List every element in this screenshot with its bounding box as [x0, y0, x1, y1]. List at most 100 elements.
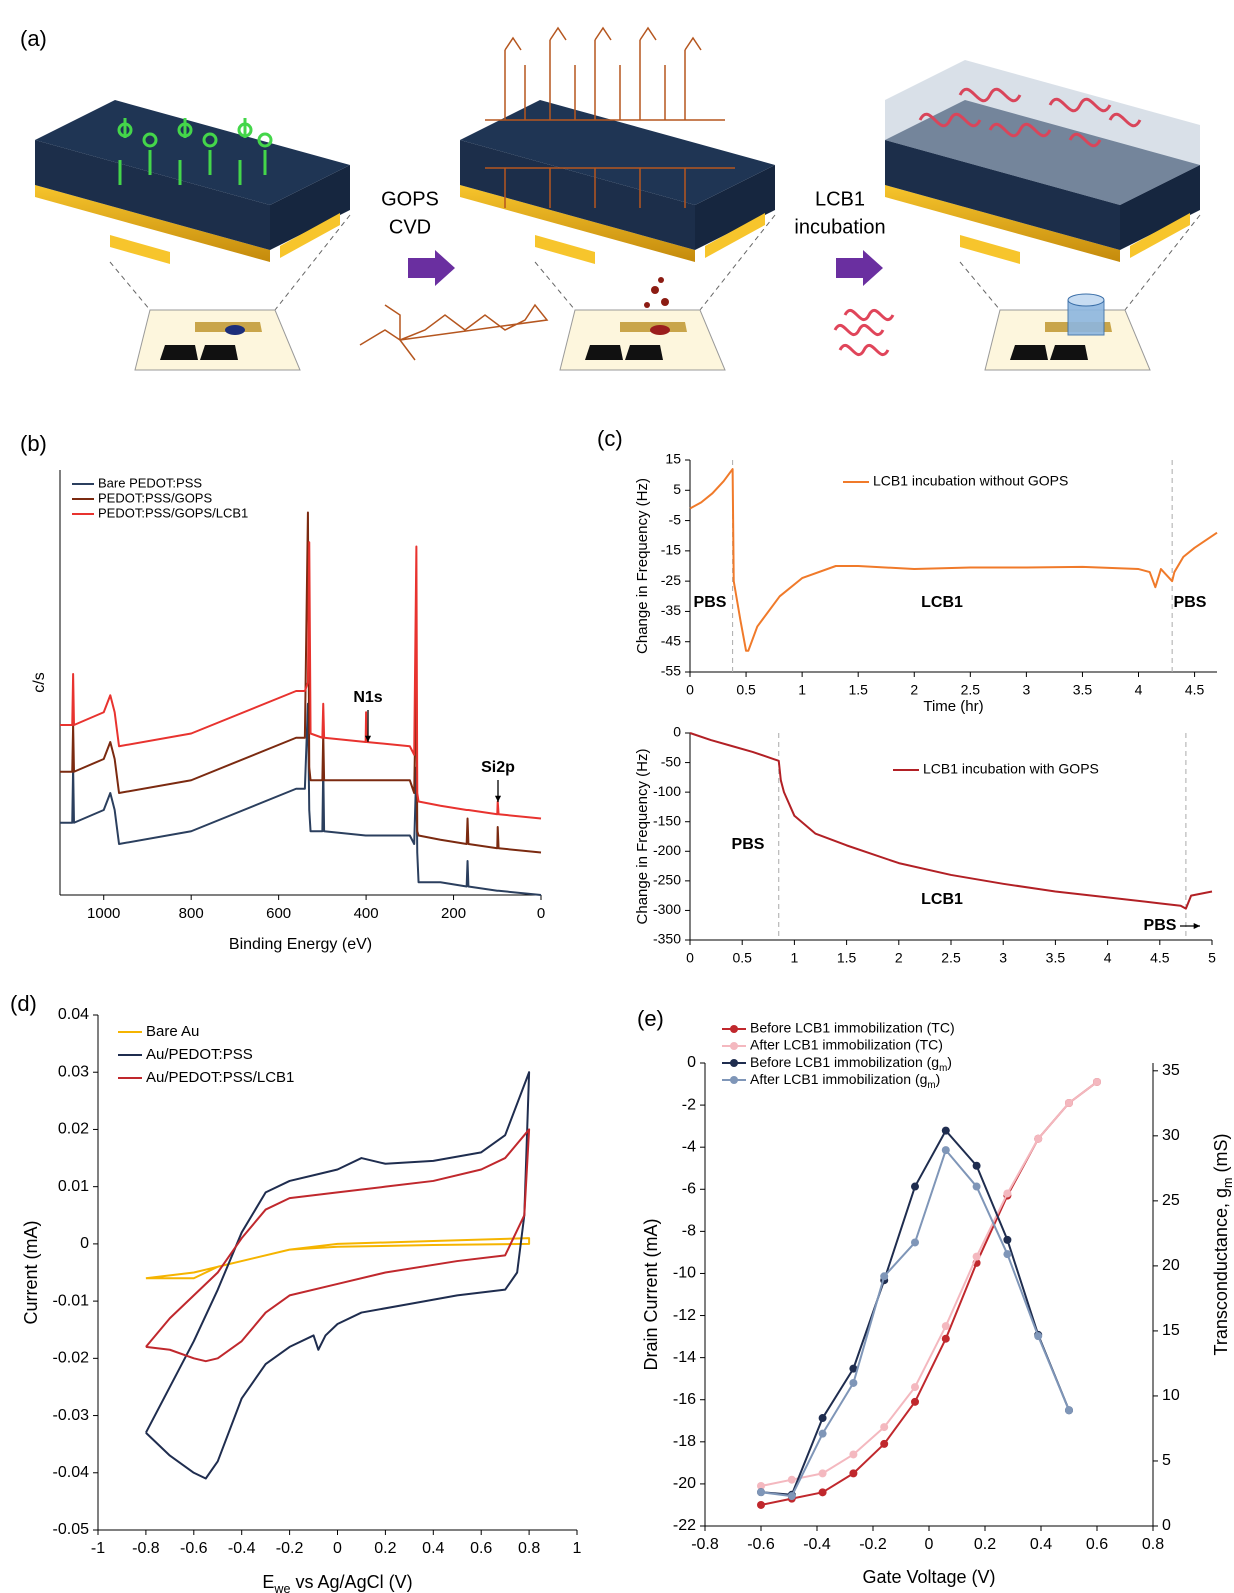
x-tick-label: -0.4 [803, 1536, 831, 1553]
legend-label-part: ) [936, 1071, 941, 1087]
x-tick-label: -1 [91, 1540, 105, 1557]
y-tick-label: -2 [682, 1096, 696, 1113]
x-tick-label: 0.4 [422, 1540, 444, 1557]
panel-label: (d) [10, 991, 37, 1016]
y-axis-label: Current (mA) [21, 1220, 41, 1324]
annotation: PBS [694, 594, 727, 611]
x-tick-label: 1.5 [837, 950, 857, 966]
y-tick-label: 0 [80, 1235, 89, 1252]
y-tick-label: -15 [661, 542, 681, 558]
y-tick-label: -22 [673, 1517, 696, 1534]
y-tick-label: -300 [653, 901, 681, 917]
y-tick-label: -200 [653, 842, 681, 858]
panel-label: (e) [637, 1006, 664, 1031]
annotation: LCB1 [921, 891, 963, 908]
data-point [1003, 1236, 1011, 1244]
lcb1-protein [835, 310, 893, 354]
annotation: PBS [1144, 917, 1177, 934]
figure: (a) [0, 0, 1234, 1593]
x-tick-label: 4 [1104, 950, 1112, 966]
y2-axis-label: Transconductance, gm (mS) [1211, 1134, 1234, 1356]
y2-tick-label: 30 [1162, 1127, 1180, 1144]
x-axis-label: Binding Energy (eV) [229, 936, 372, 953]
y-tick-label: 15 [665, 451, 681, 467]
annotation: PBS [732, 836, 765, 853]
legend-marker [730, 1042, 738, 1050]
data-point [911, 1383, 919, 1391]
x-axis-label-part: E [262, 1572, 274, 1592]
data-point [942, 1127, 950, 1135]
legend-label: After LCB1 immobilization (gm) [750, 1071, 940, 1091]
data-point [942, 1335, 950, 1343]
y-tick-label: -5 [669, 511, 682, 527]
y-tick-label: -8 [682, 1223, 696, 1240]
x-tick-label: 200 [441, 905, 466, 922]
x-tick-label: 0 [686, 950, 694, 966]
process-arrow [836, 250, 883, 286]
data-point [911, 1238, 919, 1246]
x-tick-label: 3 [1022, 682, 1030, 698]
y-axis-label: Drain Current (mA) [641, 1218, 661, 1370]
data-point [1034, 1135, 1042, 1143]
data-point [788, 1492, 796, 1500]
legend-label-part: m [927, 1080, 935, 1091]
annotation: Si2p [481, 759, 515, 776]
x-tick-label: 1 [573, 1540, 582, 1557]
y-tick-label: -0.03 [53, 1407, 90, 1424]
series-line [690, 733, 1212, 909]
x-axis-label: Ewe vs Ag/AgCl (V) [262, 1572, 412, 1593]
y-tick-label: -4 [682, 1138, 696, 1155]
x-tick-label: -0.2 [859, 1536, 887, 1553]
x-tick-label: 0.2 [374, 1540, 396, 1557]
arrow-head [495, 796, 501, 802]
x-tick-label: 0.5 [732, 950, 752, 966]
panel-label: (b) [20, 431, 47, 456]
legend-label-part: m [939, 1063, 947, 1074]
process-arrow [408, 250, 455, 286]
legend-label-part: ) [947, 1054, 952, 1070]
substrate-gops [460, 28, 775, 370]
x-tick-label: -0.8 [691, 1536, 719, 1553]
x-tick-label: 400 [354, 905, 379, 922]
y-tick-label: -12 [673, 1307, 696, 1324]
data-point [1093, 1078, 1101, 1086]
y-tick-label: -25 [661, 572, 681, 588]
y-tick-label: 0 [687, 1054, 696, 1071]
legend-label: Au/PEDOT:PSS [146, 1046, 253, 1063]
x-tick-label: -0.6 [747, 1536, 775, 1553]
data-point [788, 1476, 796, 1484]
x-tick-label: 2 [910, 682, 918, 698]
series-line [761, 1150, 1069, 1496]
y-tick-label: -6 [682, 1180, 696, 1197]
y-tick-label: -350 [653, 931, 681, 947]
y2-axis-label-part: Transconductance, g [1211, 1188, 1231, 1355]
y2-tick-label: 0 [1162, 1517, 1171, 1534]
x-tick-label: 4.5 [1185, 682, 1205, 698]
y-tick-label: -250 [653, 872, 681, 888]
legend-label: LCB1 incubation with GOPS [923, 761, 1099, 777]
x-tick-label: 0.2 [974, 1536, 996, 1553]
data-point [819, 1488, 827, 1496]
y2-tick-label: 20 [1162, 1257, 1180, 1274]
legend-marker [730, 1076, 738, 1084]
y-tick-label: 5 [673, 481, 681, 497]
x-tick-label: 0 [686, 682, 694, 698]
series-line [146, 1072, 529, 1478]
series-line [761, 1082, 1097, 1505]
y-tick-label: -20 [673, 1475, 696, 1492]
x-axis-label-part: we [273, 1582, 290, 1593]
data-point [1003, 1189, 1011, 1197]
x-axis-label: Gate Voltage (V) [862, 1567, 995, 1587]
x-tick-label: 2.5 [941, 950, 961, 966]
y2-tick-label: 15 [1162, 1322, 1180, 1339]
series-line [60, 513, 541, 853]
y-tick-label: 0.04 [58, 1006, 89, 1023]
legend-label: PEDOT:PSS/GOPS [98, 490, 212, 505]
data-point [1065, 1406, 1073, 1414]
data-point [973, 1183, 981, 1191]
series-line [60, 542, 541, 818]
